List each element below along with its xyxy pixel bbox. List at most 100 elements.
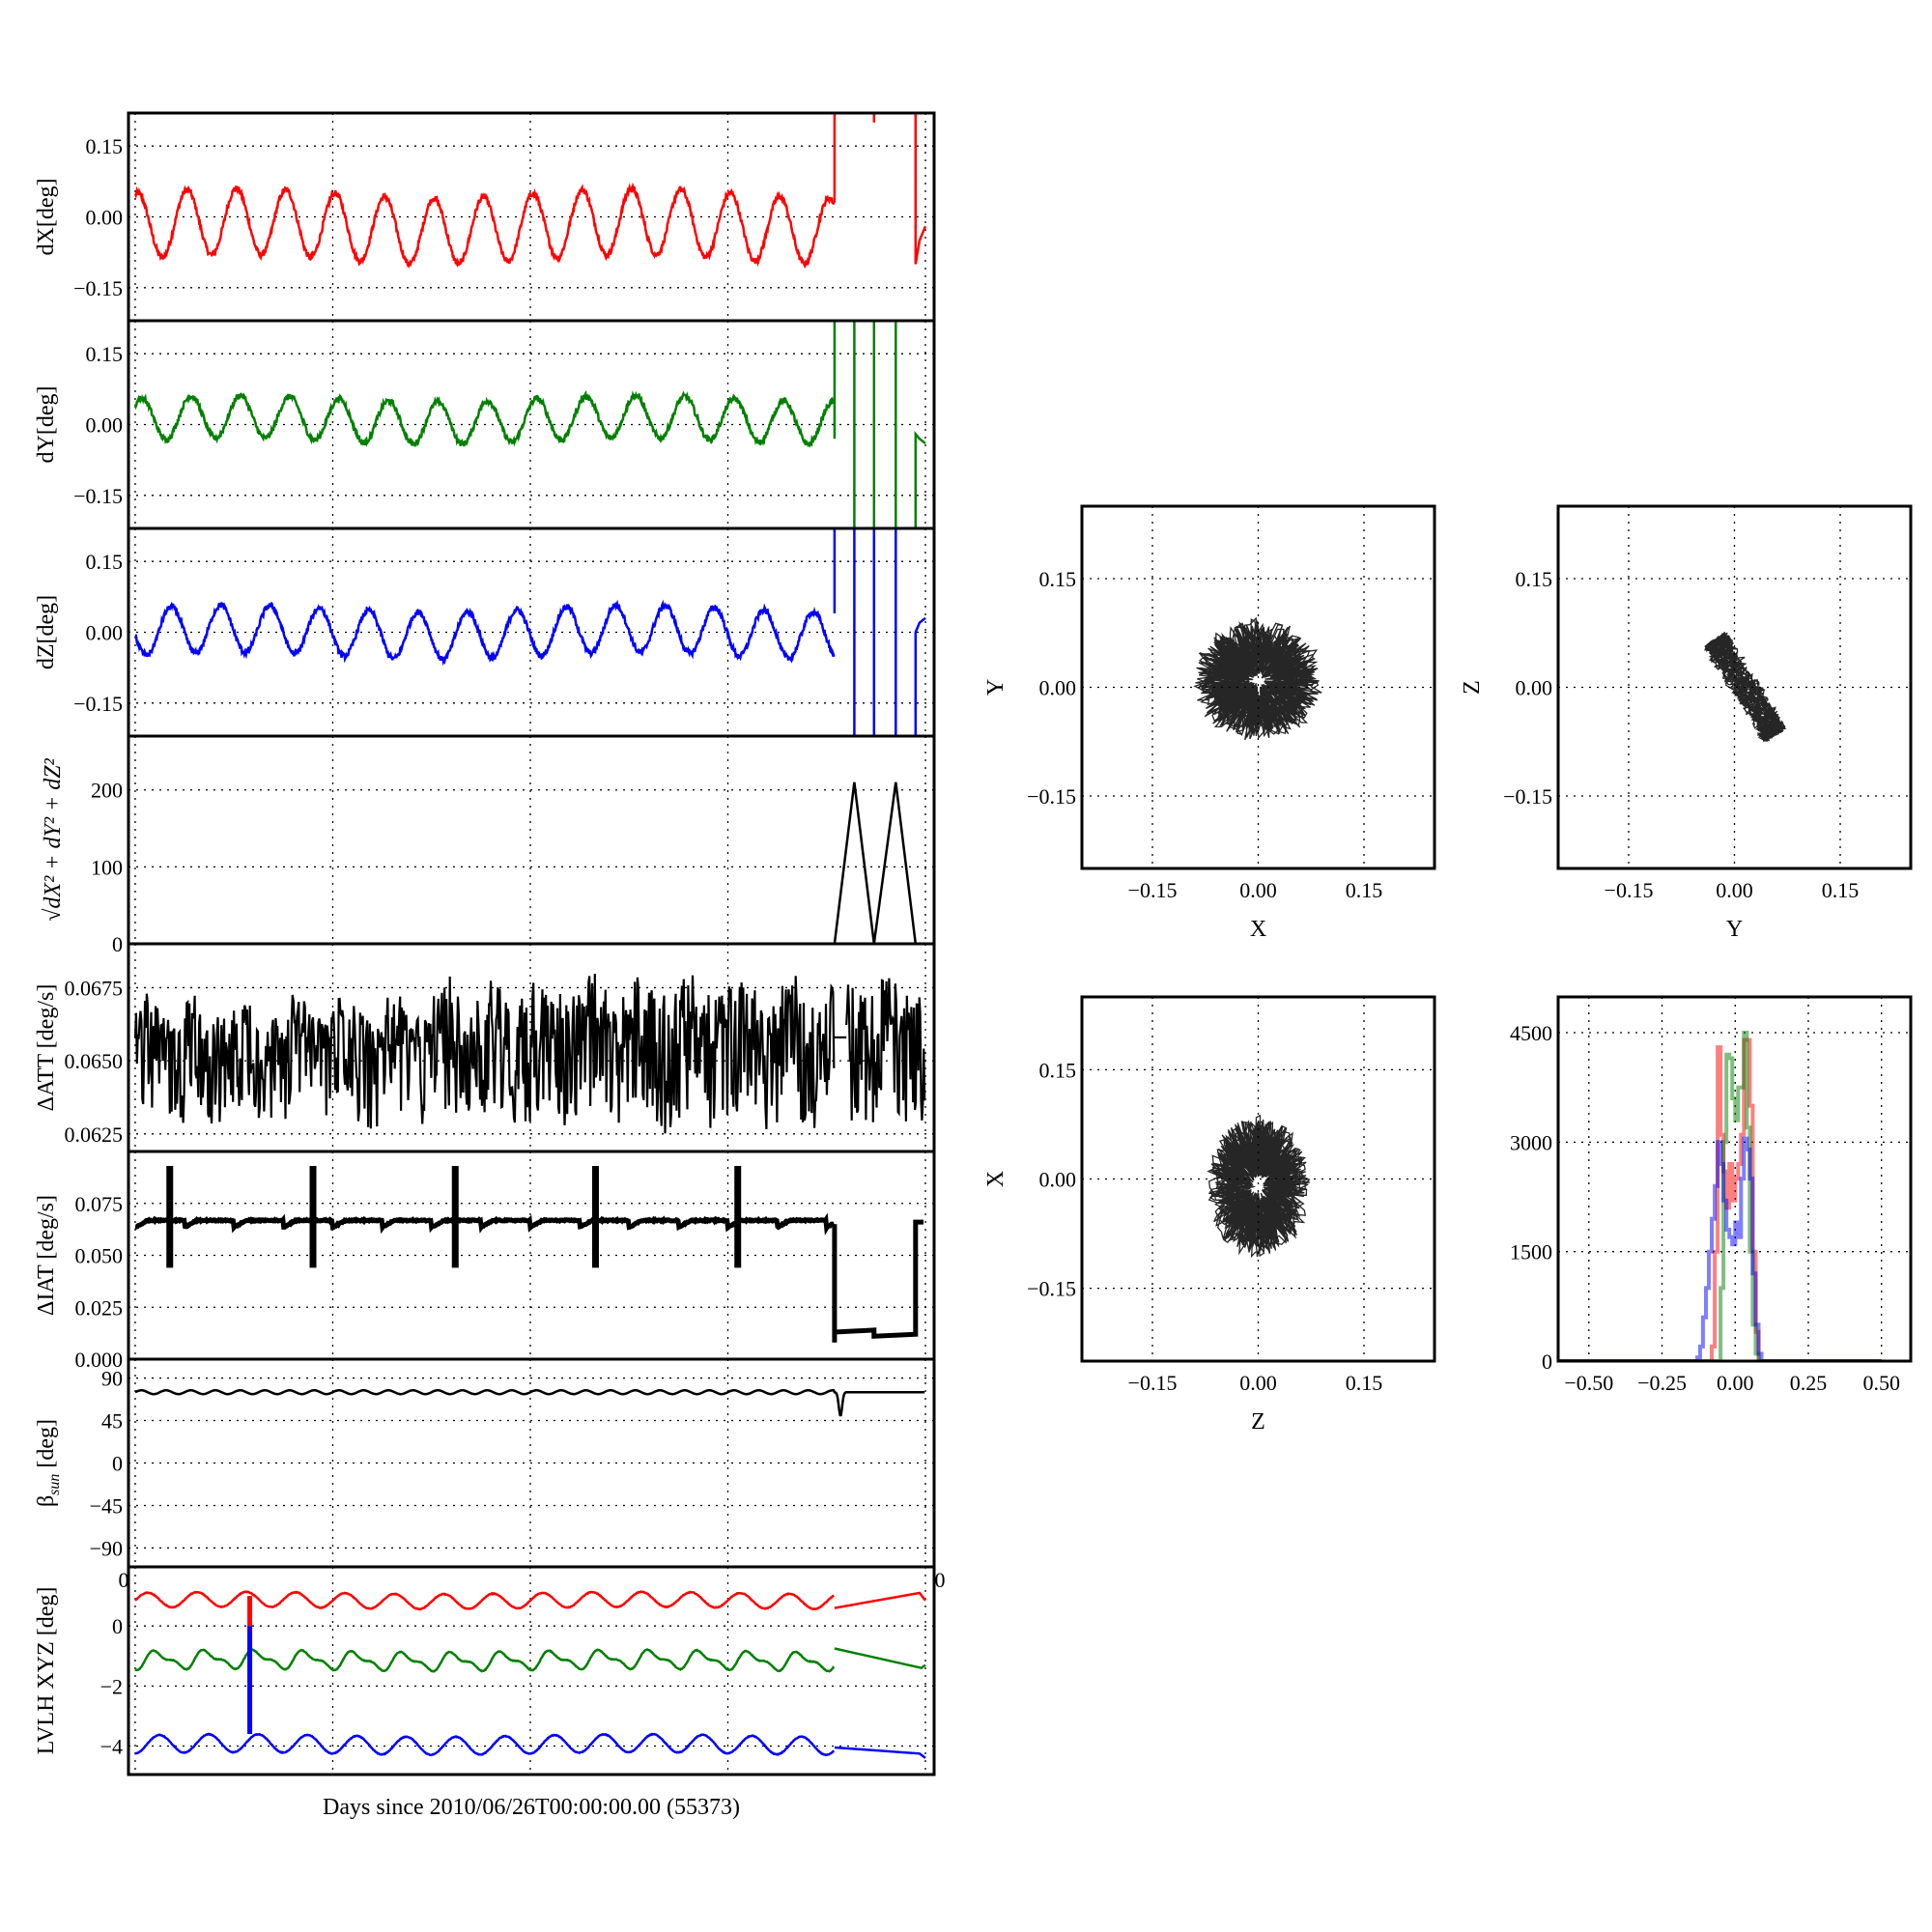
panel-dY: 0.15 0.00 −0.15 dY[deg] [34,319,936,530]
y-tick-label: −4 [100,1734,123,1758]
axes-frame [1080,504,1436,870]
data-line-segment [834,1647,926,1670]
x-tick-label: −0.15 [1605,878,1654,902]
y-tick-label: 0.00 [1516,676,1553,700]
y-tick-label: −0.15 [73,692,123,716]
y-tick-label: 0.15 [86,134,124,158]
axes-frame [127,734,936,946]
y-tick-label: 0 [1542,1350,1552,1374]
y-axis-label-subscript: sun [46,1474,63,1495]
data-line-segment [128,781,925,944]
y-tick-label: 0.0650 [65,1049,124,1073]
plot-area [133,321,926,528]
data-line [133,1590,835,1611]
y-axis-label-symbol: β [34,1495,59,1507]
y-tick-label: 0.075 [75,1192,124,1216]
x-tick-label: 0.00 [1716,878,1753,902]
y-axis-label: dZ[deg] [34,595,59,669]
data-line [134,599,836,667]
plot-area [128,781,925,944]
panel-hist: 4500 3000 1500 0 −0.50 −0.25 0.00 0.25 0.50 [1510,995,1913,1395]
series-dz [134,528,926,736]
x-tick-label: 0.15 [1822,878,1860,902]
y-axis-label: X [983,1171,1009,1187]
axes-frame [1556,504,1913,870]
x-tick-label: 0.50 [1862,1371,1900,1395]
y-axis-label: βsun [deg] [34,1419,63,1507]
y-tick-label: 0 [112,1452,123,1476]
y-tick-label: −2 [100,1674,123,1698]
data-line-segment [914,616,926,736]
x-tick-label: −0.25 [1637,1371,1687,1395]
y-tick-label: 0.00 [1039,676,1077,700]
data-line [133,389,836,448]
y-axis-label: dX[deg] [34,179,59,256]
data-line [134,1212,837,1236]
stray-tick-label-left: 0 [119,1568,129,1592]
data-line-segment [832,1219,923,1343]
y-axis-label-unit: [deg] [34,1419,59,1474]
y-tick-label: 0.15 [1039,1058,1077,1082]
scatter-trace [1207,1114,1311,1259]
y-axis-label: Z [1460,680,1485,695]
y-tick-label: 3000 [1510,1130,1552,1154]
series-dy [133,321,926,528]
x-tick-label: −0.15 [1128,878,1178,902]
x-axis-label: Y [1726,917,1743,942]
y-tick-label: −90 [90,1536,123,1560]
y-tick-label: 100 [91,855,123,879]
series-beta_sun [134,1389,925,1417]
y-tick-label: −0.15 [1503,784,1552,809]
series--iat [134,1166,923,1343]
y-tick-label: −0.15 [73,276,123,300]
data-line-segment [914,113,927,265]
panel-yz: 0.15 0.00 −0.15 −0.15 0.00 0.15 Y Z [1460,504,1913,942]
y-tick-label: 0.050 [75,1244,124,1268]
y-tick-label: 0.00 [86,413,124,438]
scatter-trace [1193,616,1322,741]
data-line [134,1389,925,1417]
panel-diat: 0.075 0.050 0.025 0.000 ΔIAT [deg/s] [34,1150,936,1372]
plot-area [133,1590,926,1759]
y-tick-label: 0.000 [75,1348,124,1372]
axes-frame [1556,995,1913,1363]
y-axis-label: ΔIAT [deg/s] [34,1195,59,1316]
y-tick-label: 0.00 [1039,1168,1077,1192]
panel-xy: 0.15 0.00 −0.15 −0.15 0.00 0.15 X Y [983,504,1436,942]
data-line [133,182,836,270]
panel-zx: 0.15 0.00 −0.15 −0.15 0.00 0.15 Z X [983,995,1436,1435]
y-tick-label: 0.15 [86,550,124,574]
y-tick-label: 200 [91,779,123,803]
y-tick-label: 45 [101,1409,123,1434]
x-tick-label: 0.00 [1717,1371,1754,1395]
plot-area [134,528,926,736]
y-tick-label: 4500 [1510,1021,1552,1045]
series-lvlh-z [134,1626,926,1759]
x-tick-label: 0.15 [1346,1371,1383,1395]
x-tick-label: 0.25 [1790,1371,1828,1395]
series-dx [133,113,927,270]
plot-area [1704,631,1787,743]
panel-lvlh: 0 −2 −4 LVLH XYZ [deg] [34,1565,936,1776]
plot-area [134,1389,925,1417]
x-tick-label: 0.00 [1239,878,1277,902]
y-axis-label: dY[deg] [34,386,59,464]
data-line-segment [834,1591,926,1609]
axes-frame [127,1565,936,1776]
scatter-trace [1704,631,1787,743]
y-axis-label: Y [983,679,1009,696]
x-tick-label: 0.00 [1239,1371,1277,1395]
series-magnitude [128,781,925,944]
plot-area [1193,616,1322,741]
y-tick-label: 0.00 [86,206,124,230]
data-line [134,1647,836,1673]
panel-mag: 200 100 0 √dX² + dY² + dZ² [41,734,936,956]
x-axis-label: X [1250,917,1266,942]
plot-area [133,974,926,1134]
axes-frame [1080,995,1436,1363]
x-axis-label: Days since 2010/06/26T00:00:00.00 (55373… [323,1795,740,1820]
data-line-segment [834,1746,926,1759]
y-tick-label: −0.15 [73,484,123,508]
plot-area [1207,1114,1311,1259]
